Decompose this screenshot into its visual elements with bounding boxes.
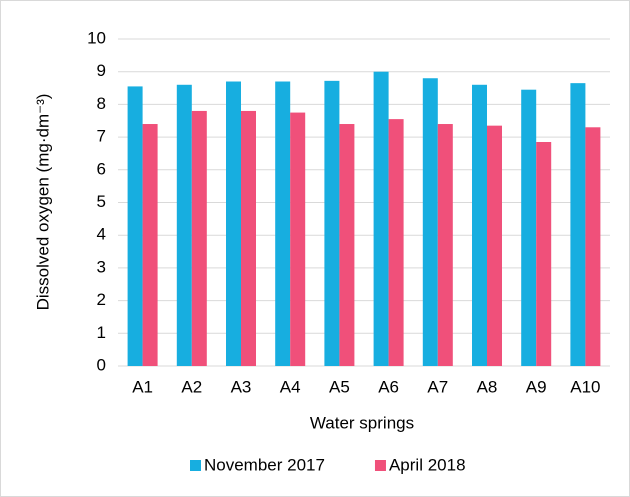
y-tick-label: 5 (97, 192, 106, 211)
y-tick-label: 7 (97, 127, 106, 146)
legend-label: April 2018 (389, 455, 466, 474)
y-tick-label: 10 (87, 28, 106, 47)
bar (373, 71, 389, 366)
y-tick-label: 8 (97, 94, 106, 113)
x-tick-label: A5 (329, 377, 350, 396)
x-tick-label: A2 (181, 377, 202, 396)
x-tick-label: A10 (570, 377, 600, 396)
y-tick-label: 9 (97, 61, 106, 80)
bar (324, 80, 340, 366)
bar (422, 78, 438, 367)
y-tick-label: 0 (97, 355, 106, 374)
legend-swatch (190, 460, 201, 471)
bar (142, 124, 158, 367)
bar (241, 110, 256, 366)
x-tick-label: A4 (280, 377, 301, 396)
x-tick-label: A1 (132, 377, 153, 396)
bar (226, 81, 241, 366)
y-tick-label: 1 (97, 323, 106, 342)
bar (536, 142, 552, 366)
bar (388, 119, 404, 367)
y-tick-label: 6 (97, 159, 106, 178)
bar (127, 86, 143, 366)
x-tick-label: A6 (378, 377, 399, 396)
bar (339, 124, 355, 367)
x-tick-label: A8 (477, 377, 498, 396)
bar (472, 84, 487, 366)
legend-label: November 2017 (204, 455, 325, 474)
bar (570, 83, 586, 367)
bar (521, 89, 537, 366)
x-tick-label: A7 (427, 377, 448, 396)
bar (275, 81, 291, 366)
bar (290, 112, 306, 366)
legend-swatch (374, 460, 386, 471)
bar (191, 110, 207, 366)
bar (176, 84, 192, 366)
y-tick-label: 4 (97, 225, 106, 244)
y-tick-label: 3 (97, 257, 106, 276)
x-tick-label: A9 (526, 377, 547, 396)
bar (585, 127, 601, 366)
bar (487, 125, 502, 366)
x-axis-label: Water springs (310, 413, 414, 432)
y-tick-label: 2 (97, 290, 106, 309)
x-tick-label: A3 (231, 377, 252, 396)
bar (437, 124, 453, 367)
y-axis-label: Dissolved oxygen (mg·dm⁻³) (33, 94, 52, 311)
